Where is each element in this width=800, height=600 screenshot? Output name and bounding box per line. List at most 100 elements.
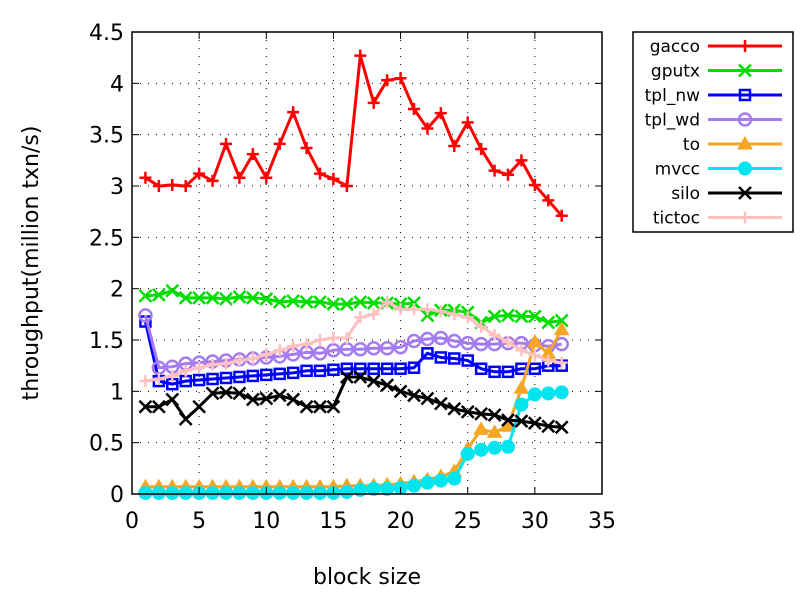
data-point-gacco — [139, 171, 152, 184]
data-point-tpl_wd — [433, 330, 449, 346]
data-point-tpl_nw — [354, 362, 367, 375]
data-point-tictoc — [152, 373, 165, 386]
data-point-silo — [474, 407, 489, 421]
data-point-mvcc — [219, 485, 233, 500]
legend-label: gacco — [650, 37, 700, 57]
data-point-gacco — [260, 171, 273, 184]
legend-entry-tictoc: tictoc — [653, 209, 782, 229]
data-point-mvcc — [245, 485, 260, 500]
data-point-tpl_nw — [340, 362, 354, 375]
data-point-tictoc — [139, 375, 152, 388]
data-point-gputx — [245, 291, 260, 305]
data-point-gputx — [151, 287, 166, 302]
data-point-silo — [380, 378, 395, 393]
data-point-tictoc — [528, 349, 541, 362]
y-tick-label: 2.5 — [89, 226, 124, 251]
series-line-gacco — [144, 54, 563, 217]
data-point-tpl_nw — [488, 365, 501, 379]
data-point-tpl_nw — [421, 347, 434, 360]
data-point-mvcc — [527, 387, 542, 402]
data-point-tictoc — [287, 340, 300, 353]
data-point-silo — [286, 392, 301, 407]
data-point-silo — [366, 374, 381, 388]
data-point-gputx — [420, 308, 435, 323]
data-point-mvcc — [272, 485, 287, 500]
data-point-tpl_wd — [138, 308, 153, 323]
legend-entry-tpl_nw: tpl_nw — [645, 86, 782, 106]
series-mvcc — [138, 385, 569, 500]
data-point-gacco — [300, 142, 313, 155]
data-point-gputx — [554, 313, 569, 328]
data-point-tpl_nw — [286, 366, 300, 380]
data-point-gputx — [232, 289, 247, 304]
data-point-tpl_nw — [273, 367, 286, 381]
data-point-gacco — [246, 148, 259, 161]
data-point-to — [526, 334, 543, 348]
series-gputx — [138, 283, 569, 330]
data-point-tpl_nw — [394, 362, 407, 375]
data-point-tpl_wd — [312, 346, 328, 361]
data-point-mvcc — [407, 478, 421, 493]
data-point-tpl_nw — [327, 363, 340, 377]
data-point-gacco — [327, 172, 340, 185]
series-line-gputx — [145, 289, 562, 324]
y-tick-label: 2 — [110, 278, 124, 303]
data-point-mvcc — [205, 485, 220, 500]
data-point-gputx — [259, 292, 274, 306]
data-point-gacco — [461, 116, 474, 129]
y-tick-label: 3 — [110, 175, 124, 200]
data-point-gputx — [527, 309, 542, 324]
x-tick-label: 5 — [192, 509, 206, 534]
legend-entry-gacco: gacco — [650, 37, 782, 57]
y-tick-label: 1 — [110, 380, 124, 405]
x-tick-label: 0 — [125, 509, 139, 534]
data-point-gacco — [179, 180, 192, 192]
data-point-tpl_wd — [366, 340, 381, 356]
data-point-tpl_wd — [353, 341, 368, 357]
series-tictoc — [139, 296, 568, 388]
legend-entry-silo: silo — [671, 184, 782, 204]
y-tick-label: 4.5 — [89, 21, 124, 46]
data-point-gputx — [541, 315, 556, 330]
data-point-to — [473, 421, 490, 435]
data-point-gputx — [514, 309, 529, 324]
legend-label: tpl_nw — [645, 86, 700, 106]
data-point-silo — [313, 399, 327, 414]
data-point-tpl_wd — [554, 336, 569, 352]
data-point-gacco — [555, 209, 568, 222]
data-point-gacco — [287, 106, 300, 119]
legend-marker — [738, 186, 752, 200]
data-point-tpl_wd — [420, 331, 435, 347]
x-tick-label: 15 — [319, 509, 347, 534]
data-point-mvcc — [501, 439, 515, 454]
data-point-tpl_nw — [448, 352, 461, 365]
data-point-silo — [447, 401, 462, 416]
data-point-silo — [487, 408, 502, 422]
series-line-to — [145, 328, 564, 489]
data-point-tictoc — [381, 296, 394, 309]
y-tick-label: 0.5 — [89, 432, 124, 457]
data-point-silo — [259, 391, 274, 406]
legend-label: to — [683, 135, 700, 155]
series-line-silo — [145, 375, 562, 429]
data-point-silo — [353, 370, 368, 384]
data-point-tpl_wd — [473, 336, 489, 352]
data-point-gacco — [193, 167, 206, 180]
data-point-tpl_nw — [300, 364, 313, 378]
data-point-gacco — [475, 143, 488, 156]
data-point-gacco — [528, 178, 541, 191]
data-point-tictoc — [408, 303, 420, 316]
legend-entry-mvcc: mvcc — [655, 160, 782, 180]
data-point-gputx — [205, 291, 220, 305]
data-point-to — [513, 380, 530, 394]
data-point-mvcc — [433, 473, 448, 488]
legend-entry-to: to — [683, 135, 782, 155]
data-point-mvcc — [420, 475, 435, 490]
data-point-mvcc — [487, 440, 502, 455]
legend-marker — [738, 161, 752, 176]
data-point-to — [553, 321, 570, 336]
data-point-gacco — [220, 137, 232, 150]
data-point-tictoc — [314, 334, 326, 346]
data-point-tpl_nw — [246, 369, 260, 383]
